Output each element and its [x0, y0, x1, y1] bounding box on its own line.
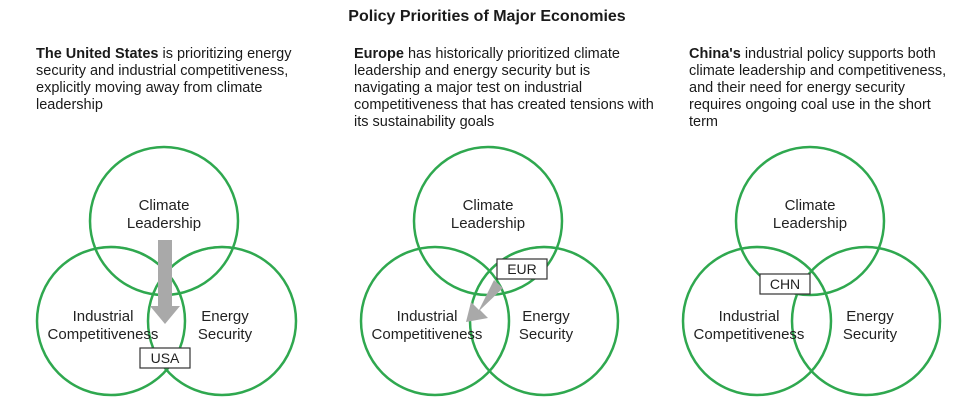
label-industrial-usa: Industrial Competitiveness — [48, 308, 159, 343]
tag-box-usa — [139, 347, 191, 369]
description-europe: Europe has historically prioritized clim… — [354, 46, 654, 131]
subject-china: China's — [689, 46, 741, 62]
page-title: Policy Priorities of Major Economies — [348, 8, 626, 25]
tag-europe: EUR — [507, 261, 537, 277]
subject-usa: The United States — [36, 46, 159, 62]
tag-box-europe — [496, 258, 548, 280]
label-climate-usa: Climate Leadership — [127, 197, 201, 232]
description-usa: The United States is prioritizing energy… — [36, 46, 326, 114]
label-energy-china: Energy Security — [843, 308, 898, 343]
tag-china: CHN — [770, 276, 800, 292]
subject-europe: Europe — [354, 46, 404, 62]
description-china: China's industrial policy supports both … — [689, 46, 949, 131]
venn-europe: Climate Leadership Industrial Competitiven… — [359, 145, 620, 397]
arrow-europe — [466, 280, 503, 322]
description-text-china: industrial policy supports both climate … — [689, 46, 947, 130]
arrow-usa — [150, 240, 180, 324]
circle-energy-security-china — [790, 245, 942, 397]
label-climate-china: Climate Leadership — [773, 197, 847, 232]
label-industrial-china: Industrial Competitiveness — [694, 308, 805, 343]
label-energy-europe: Energy Security — [519, 308, 574, 343]
circle-climate-leadership-china — [734, 145, 886, 297]
circle-industrial-competitiveness-usa — [35, 245, 187, 397]
venn-china: Climate Leadership Industrial Competitiven… — [681, 145, 942, 397]
venn-usa: Climate Leadership Industrial Competitiven… — [35, 145, 298, 397]
label-climate-europe: Climate Leadership — [451, 197, 525, 232]
description-text-europe: has historically prioritized climate lea… — [354, 46, 654, 130]
label-energy-usa: Energy Security — [198, 308, 253, 343]
circle-industrial-competitiveness-europe — [359, 245, 511, 397]
circle-industrial-competitiveness-china — [681, 245, 833, 397]
circle-energy-security-usa — [146, 245, 298, 397]
tag-box-china — [759, 273, 811, 295]
tag-usa: USA — [151, 350, 180, 366]
description-text-usa: is prioritizing energy security and indu… — [36, 46, 292, 113]
label-industrial-europe: Industrial Competitiveness — [372, 308, 483, 343]
